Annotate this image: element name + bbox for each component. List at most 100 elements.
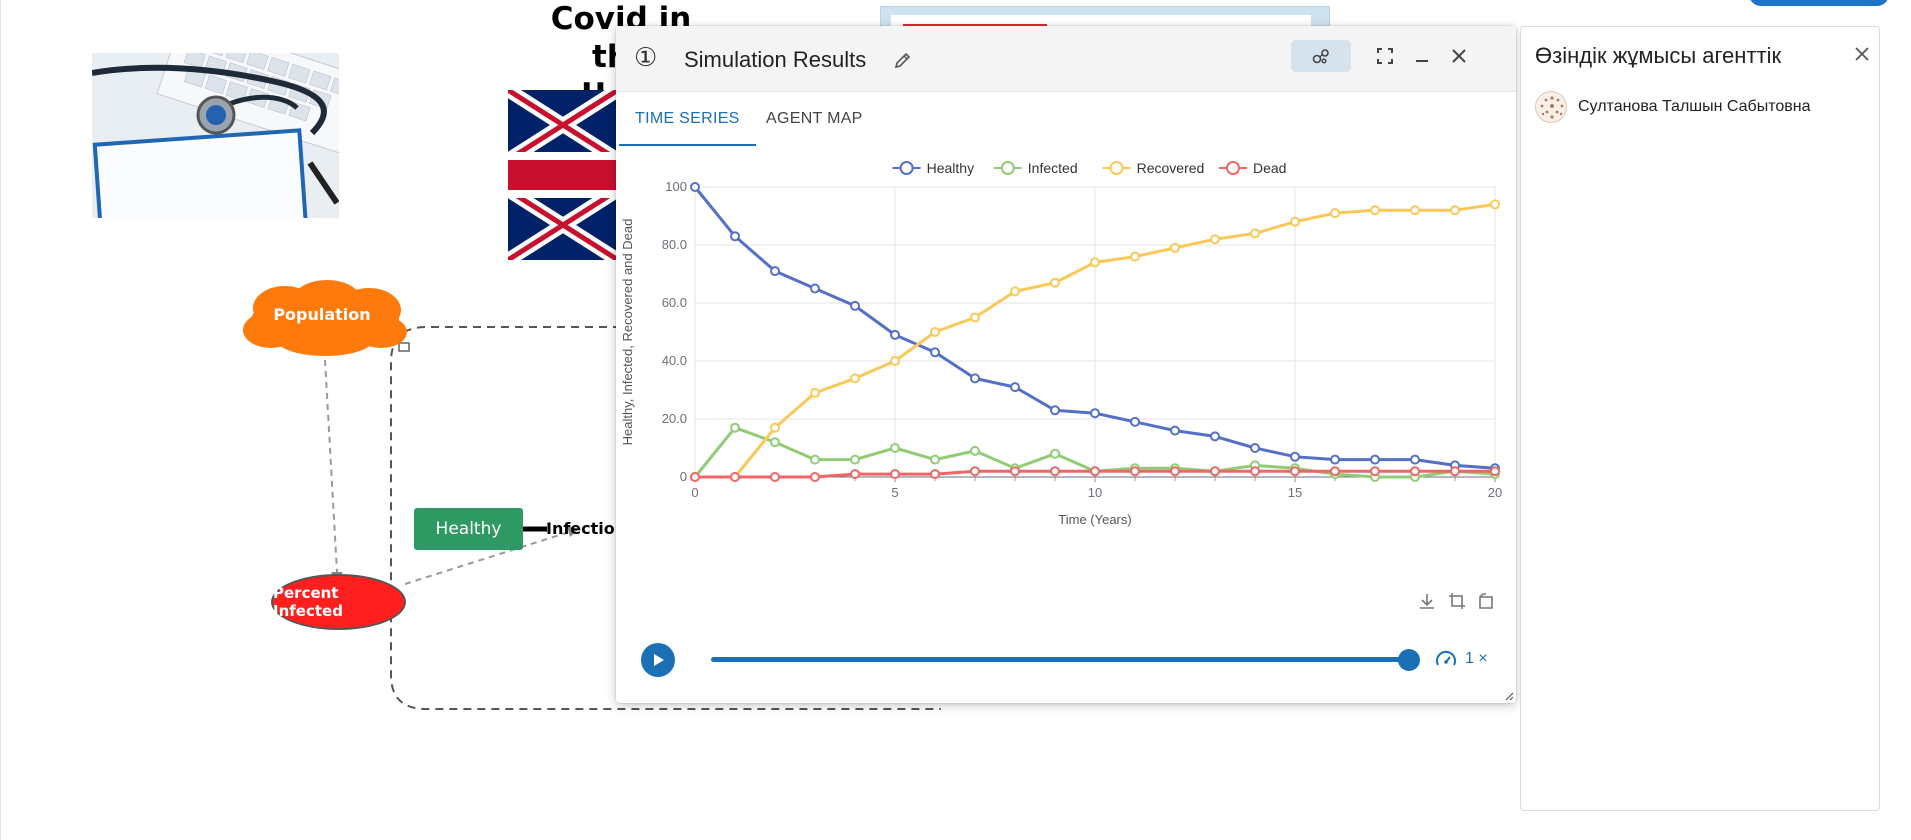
legend-marker-dead	[1226, 161, 1240, 175]
data-point-infected	[970, 445, 980, 456]
data-point-recovered	[1250, 228, 1260, 239]
data-point-dead	[1370, 466, 1380, 477]
data-point-dead	[1130, 466, 1140, 477]
data-point-healthy	[1410, 454, 1420, 465]
legend-label-dead: Dead	[1253, 160, 1286, 176]
x-tick-label: 0	[691, 485, 698, 500]
infection-flow-label[interactable]: Infection	[546, 519, 627, 538]
data-point-healthy	[1170, 425, 1180, 436]
data-point-healthy	[1290, 451, 1300, 462]
data-point-recovered	[930, 327, 940, 337]
data-point-healthy	[1090, 408, 1100, 419]
edit-pencil-icon[interactable]	[893, 50, 913, 70]
data-point-recovered	[1490, 199, 1500, 210]
top-right-button[interactable]	[1749, 0, 1889, 6]
zoom-select-icon[interactable]	[1447, 591, 1467, 611]
data-point-healthy	[970, 373, 980, 384]
nodes-icon	[1312, 49, 1329, 64]
data-point-recovered	[850, 373, 860, 384]
data-point-dead	[1170, 466, 1180, 477]
close-window-button[interactable]	[1443, 40, 1475, 72]
zoom-reset-icon[interactable]	[1476, 591, 1496, 611]
data-point-infected	[730, 422, 740, 433]
data-point-healthy	[1210, 431, 1220, 442]
download-icon[interactable]	[1417, 591, 1437, 611]
close-panel-icon[interactable]	[1851, 43, 1873, 65]
population-label: Population	[273, 305, 371, 324]
timeline-slider-thumb[interactable]	[1398, 649, 1420, 671]
x-tick-label: 20	[1488, 485, 1502, 500]
x-tick-label: 5	[891, 485, 898, 500]
data-point-recovered	[970, 312, 980, 323]
results-tabs: TIME SERIES AGENT MAP	[616, 92, 1516, 146]
y-axis-label: Healthy, Infected, Recovered and Dead	[620, 219, 635, 446]
uk-flag-image	[508, 90, 618, 260]
speedometer-icon[interactable]	[1434, 648, 1458, 672]
data-point-dead	[1330, 466, 1340, 477]
data-point-dead	[1450, 466, 1460, 477]
minimize-icon	[1416, 60, 1428, 62]
data-point-infected	[1050, 448, 1060, 459]
legend-label-infected: Infected	[1028, 160, 1078, 176]
y-tick-label: 0	[680, 469, 687, 484]
data-point-healthy	[770, 266, 780, 277]
legend-label-recovered: Recovered	[1137, 160, 1205, 176]
speed-label[interactable]: 1 ×	[1465, 650, 1488, 667]
window-title: Simulation Results	[684, 47, 867, 72]
scenario-button[interactable]	[1291, 40, 1351, 72]
tab-time-series[interactable]: TIME SERIES	[619, 92, 756, 146]
data-point-dead	[890, 469, 900, 480]
data-point-recovered	[1170, 242, 1180, 253]
data-point-recovered	[1450, 205, 1460, 216]
data-point-dead	[1290, 466, 1300, 477]
data-point-infected	[810, 454, 820, 465]
minimize-button[interactable]	[1406, 40, 1438, 72]
data-point-recovered	[810, 387, 820, 398]
data-point-dead	[810, 472, 820, 482]
data-point-recovered	[1130, 251, 1140, 262]
data-point-dead	[930, 469, 940, 480]
data-point-dead	[970, 466, 980, 477]
data-point-dead	[730, 472, 740, 482]
legend-marker-healthy	[899, 161, 914, 175]
data-point-healthy	[850, 300, 860, 311]
population-cloud[interactable]	[241, 280, 409, 356]
y-tick-label: 100	[665, 179, 687, 194]
data-point-healthy	[890, 329, 900, 340]
data-point-healthy	[690, 182, 700, 192]
healthy-stock[interactable]: Healthy	[414, 508, 523, 550]
tab-agent-map[interactable]: AGENT MAP	[766, 110, 863, 127]
legend-marker-recovered	[1109, 161, 1124, 175]
y-tick-label: 40.0	[662, 353, 687, 368]
data-point-dead	[1090, 466, 1100, 477]
fullscreen-icon	[1377, 48, 1393, 64]
data-point-healthy	[1010, 382, 1020, 393]
y-tick-label: 60.0	[662, 295, 687, 310]
percent-infected-variable[interactable]: Percent Infected	[271, 574, 406, 630]
data-point-dead	[1210, 466, 1220, 477]
play-button[interactable]	[641, 643, 675, 677]
simulation-results-window[interactable]: ① Simulation Results	[616, 26, 1516, 703]
x-axis-label: Time (Years)	[1058, 512, 1131, 527]
window-header[interactable]: ① Simulation Results	[616, 26, 1516, 92]
timeline-slider-track[interactable]	[711, 657, 1404, 662]
data-point-healthy	[810, 283, 820, 294]
data-point-infected	[850, 454, 860, 465]
data-point-healthy	[1250, 443, 1260, 453]
panel-title: Өзіндік жұмысы агенттік	[1535, 43, 1782, 68]
time-series-chart[interactable]: 0 20.0 40.0 60.0 80.0 100 0 5 10 15 20 Time (Years)…	[616, 156, 1516, 636]
data-point-healthy	[930, 347, 940, 358]
stethoscope-image	[92, 53, 339, 218]
data-point-recovered	[1090, 257, 1100, 268]
data-point-healthy	[1050, 405, 1060, 416]
data-point-dead	[1410, 466, 1420, 477]
legend-label-healthy: Healthy	[927, 160, 974, 176]
close-icon	[1452, 49, 1466, 63]
legend-marker-infected	[1000, 161, 1015, 175]
data-point-dead	[1250, 466, 1260, 477]
data-point-recovered	[1290, 216, 1300, 227]
maximize-button[interactable]	[1369, 40, 1401, 72]
resize-handle[interactable]	[1504, 691, 1514, 701]
data-point-infected	[930, 454, 940, 465]
